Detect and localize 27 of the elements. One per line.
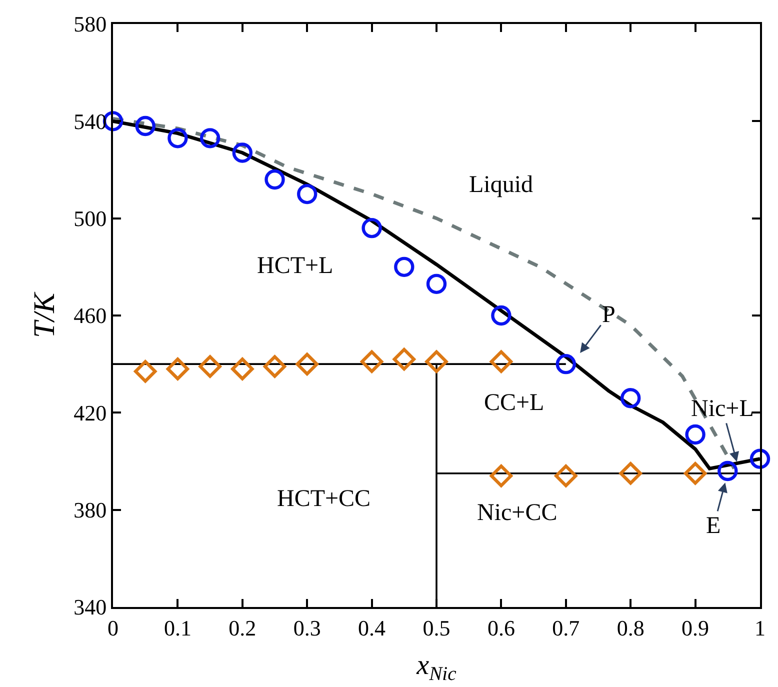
x-tick-label: 0.2: [228, 615, 256, 640]
x-tick-label: 1: [754, 615, 766, 640]
annotation: E: [706, 513, 721, 539]
x-tick-label: 0.5: [422, 615, 450, 640]
y-axis-title: T/K: [28, 290, 62, 338]
annotation: HCT+L: [257, 253, 334, 279]
x-tick-label: 0.3: [293, 615, 321, 640]
annotation: Nic+CC: [477, 500, 558, 526]
x-tick-label: 0.7: [552, 615, 580, 640]
y-tick-label: 460: [74, 303, 107, 328]
x-tick-label: 0.8: [616, 615, 644, 640]
annotation: HCT+CC: [277, 486, 371, 512]
x-tick-label: 0: [108, 615, 118, 640]
x-tick-label: 0.1: [164, 615, 192, 640]
x-axis-title: x$_{Nic}$: [416, 650, 457, 685]
annotation: Liquid: [469, 172, 533, 198]
x-tick-label: 0.4: [358, 615, 386, 640]
annotation: Nic+L: [691, 396, 754, 422]
annotation: P: [602, 302, 616, 328]
y-tick-label: 340: [74, 594, 107, 620]
y-tick-label: 580: [74, 12, 107, 37]
y-tick-label: 420: [74, 400, 107, 426]
x-tick-label: 0.6: [487, 615, 515, 640]
annotation: CC+L: [484, 390, 544, 416]
y-tick-label: 500: [74, 206, 107, 232]
x-tick-label: 0.9: [682, 615, 710, 640]
y-tick-label: 380: [74, 498, 107, 523]
